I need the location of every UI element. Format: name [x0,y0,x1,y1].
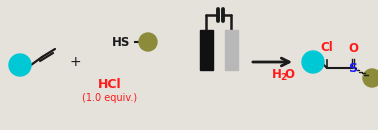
Text: O: O [284,69,294,82]
Text: HCl: HCl [98,79,122,92]
Text: 2: 2 [280,73,286,83]
Circle shape [139,33,157,51]
Text: S: S [349,61,358,74]
Text: H: H [272,69,282,82]
Circle shape [9,54,31,76]
Bar [225,30,238,70]
Circle shape [302,51,324,73]
Bar [200,30,213,70]
Text: (1.0 equiv.): (1.0 equiv.) [82,93,138,103]
Text: HS: HS [112,35,130,48]
Circle shape [363,69,378,87]
Text: O: O [348,42,358,55]
Text: +: + [69,55,81,69]
Text: Cl: Cl [321,41,333,54]
